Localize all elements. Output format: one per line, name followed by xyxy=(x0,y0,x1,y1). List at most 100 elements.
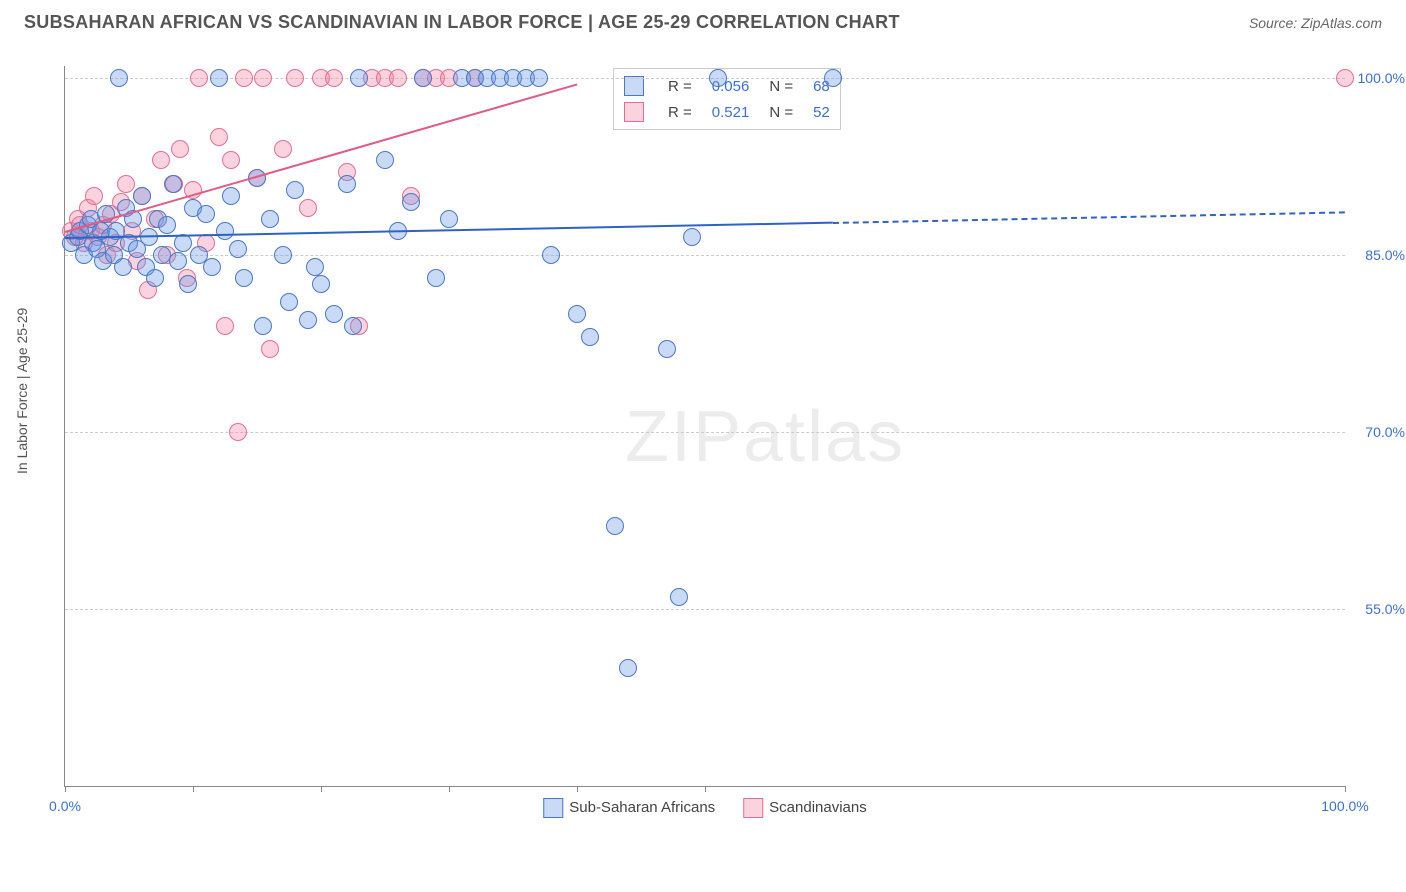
x-tick xyxy=(65,786,66,792)
x-tick xyxy=(577,786,578,792)
watermark-a: ZIP xyxy=(625,397,743,477)
data-point-blue xyxy=(261,210,279,228)
data-point-pink xyxy=(117,175,135,193)
source-label: Source: ZipAtlas.com xyxy=(1249,15,1382,31)
data-point-blue xyxy=(146,269,164,287)
data-point-blue xyxy=(254,317,272,335)
trendline-pink xyxy=(65,84,578,233)
data-point-pink xyxy=(389,69,407,87)
legend-item-pink: Scandinavians xyxy=(743,798,867,818)
data-point-blue xyxy=(210,69,228,87)
r-value-pink: 0.521 xyxy=(702,99,760,125)
data-point-blue xyxy=(280,293,298,311)
x-tick xyxy=(321,786,322,792)
data-point-blue xyxy=(312,275,330,293)
legend-swatch-blue xyxy=(543,798,563,818)
data-point-blue xyxy=(133,187,151,205)
data-point-blue xyxy=(197,205,215,223)
data-point-pink xyxy=(216,317,234,335)
legend-label-blue: Sub-Saharan Africans xyxy=(569,799,715,816)
data-point-blue xyxy=(683,228,701,246)
data-point-blue xyxy=(235,269,253,287)
data-point-blue xyxy=(229,240,247,258)
data-point-blue xyxy=(581,328,599,346)
legend-swatch-pink xyxy=(743,798,763,818)
gridline xyxy=(65,432,1345,433)
data-point-blue xyxy=(619,659,637,677)
data-point-blue xyxy=(216,222,234,240)
data-point-blue xyxy=(344,317,362,335)
data-point-pink xyxy=(152,151,170,169)
data-point-blue xyxy=(606,517,624,535)
data-point-blue xyxy=(670,588,688,606)
data-point-blue xyxy=(274,246,292,264)
data-point-blue xyxy=(824,69,842,87)
data-point-blue xyxy=(306,258,324,276)
n-value-pink: 52 xyxy=(803,99,840,125)
data-point-blue xyxy=(414,69,432,87)
y-axis-label: In Labor Force | Age 25-29 xyxy=(14,308,30,474)
data-point-blue xyxy=(709,69,727,87)
data-point-blue xyxy=(299,311,317,329)
x-tick xyxy=(193,786,194,792)
legend-label-pink: Scandinavians xyxy=(769,799,867,816)
watermark: ZIPatlas xyxy=(625,396,905,478)
data-point-blue xyxy=(350,69,368,87)
data-point-blue xyxy=(402,193,420,211)
data-point-blue xyxy=(114,258,132,276)
data-point-blue xyxy=(376,151,394,169)
data-point-blue xyxy=(110,69,128,87)
x-tick xyxy=(705,786,706,792)
gridline xyxy=(65,255,1345,256)
data-point-blue xyxy=(530,69,548,87)
series-legend: Sub-Saharan Africans Scandinavians xyxy=(543,798,867,818)
data-point-blue xyxy=(427,269,445,287)
data-point-pink xyxy=(229,423,247,441)
gridline xyxy=(65,609,1345,610)
chart-title: SUBSAHARAN AFRICAN VS SCANDINAVIAN IN LA… xyxy=(24,12,900,33)
data-point-blue xyxy=(325,305,343,323)
data-point-blue xyxy=(222,187,240,205)
y-tick-label: 100.0% xyxy=(1350,70,1405,86)
data-point-blue xyxy=(658,340,676,358)
data-point-pink xyxy=(254,69,272,87)
legend-item-blue: Sub-Saharan Africans xyxy=(543,798,715,818)
data-point-pink xyxy=(261,340,279,358)
y-tick-label: 55.0% xyxy=(1350,601,1405,617)
data-point-pink xyxy=(325,69,343,87)
x-tick-label: 100.0% xyxy=(1321,798,1368,814)
plot-area: ZIPatlas R = 0.056 N = 68 R = 0.521 N = … xyxy=(64,66,1345,787)
x-tick xyxy=(449,786,450,792)
x-tick xyxy=(1345,786,1346,792)
data-point-blue xyxy=(568,305,586,323)
watermark-b: atlas xyxy=(743,397,905,477)
trendline-blue-ext xyxy=(833,211,1345,224)
data-point-blue xyxy=(179,275,197,293)
data-point-pink xyxy=(274,140,292,158)
legend-swatch-pink xyxy=(624,102,644,122)
y-tick-label: 70.0% xyxy=(1350,424,1405,440)
data-point-pink xyxy=(171,140,189,158)
data-point-pink xyxy=(286,69,304,87)
data-point-pink xyxy=(235,69,253,87)
data-point-blue xyxy=(164,175,182,193)
chart-container: In Labor Force | Age 25-29 ZIPatlas R = … xyxy=(24,54,1384,844)
x-tick-label: 0.0% xyxy=(49,798,81,814)
data-point-blue xyxy=(169,252,187,270)
data-point-blue xyxy=(203,258,221,276)
data-point-pink xyxy=(190,69,208,87)
y-tick-label: 85.0% xyxy=(1350,247,1405,263)
data-point-pink xyxy=(222,151,240,169)
data-point-pink xyxy=(210,128,228,146)
data-point-blue xyxy=(158,216,176,234)
data-point-pink xyxy=(299,199,317,217)
data-point-blue xyxy=(542,246,560,264)
data-point-blue xyxy=(286,181,304,199)
data-point-blue xyxy=(440,210,458,228)
data-point-blue xyxy=(338,175,356,193)
legend-swatch-blue xyxy=(624,76,644,96)
n-label: N = xyxy=(759,99,803,125)
data-point-pink xyxy=(1336,69,1354,87)
r-label: R = xyxy=(658,99,702,125)
data-point-pink xyxy=(85,187,103,205)
